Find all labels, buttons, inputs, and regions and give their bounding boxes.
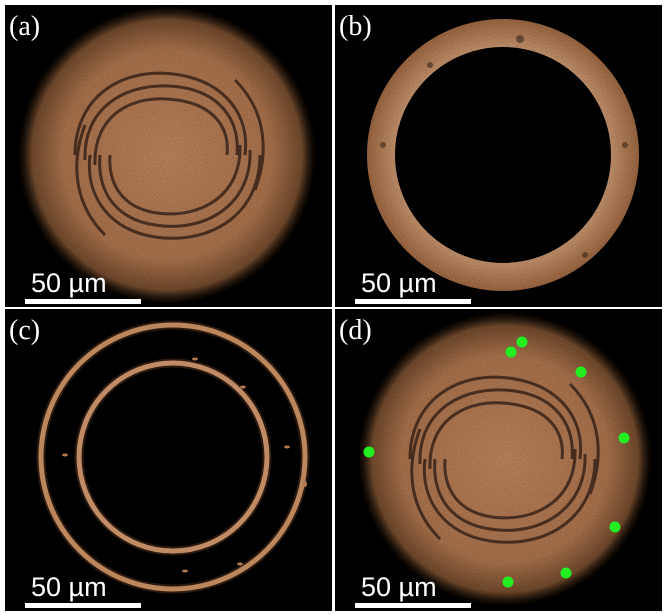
scale-bar: [355, 603, 471, 608]
scale-bar-label: 50 µm: [361, 268, 437, 298]
panel-d: (d) 50 µm: [335, 309, 662, 611]
scale-bar: [25, 603, 141, 608]
marker-dot: [618, 432, 630, 444]
vortex-disc-with-markers-image: [357, 311, 653, 607]
panel-label: (c): [9, 315, 41, 346]
marker-dot: [609, 521, 621, 533]
marker-dot: [505, 346, 517, 358]
marker-dot: [560, 567, 572, 579]
marker-dot: [575, 366, 587, 378]
vortex-disc-image: [17, 5, 317, 305]
marker-dot: [516, 336, 528, 348]
panel-b: (b) 50 µm: [335, 5, 662, 307]
panel-label: (a): [9, 11, 41, 42]
scale-bar-label: 50 µm: [361, 572, 437, 602]
marker-dot: [502, 576, 514, 588]
marker-dot: [363, 446, 375, 458]
scale-bar-label: 50 µm: [31, 572, 107, 602]
panel-label: (b): [339, 11, 372, 42]
panel-label: (d): [339, 315, 372, 346]
scale-bar-label: 50 µm: [31, 268, 107, 298]
scale-bar: [355, 299, 471, 304]
panel-c: (c) 50 µm: [5, 309, 332, 611]
marker-dots: [363, 336, 630, 588]
ring-image: [367, 19, 639, 291]
panel-a: (a) 50 µm: [5, 5, 332, 307]
double-ring-image: [36, 320, 310, 594]
scale-bar: [25, 299, 141, 304]
